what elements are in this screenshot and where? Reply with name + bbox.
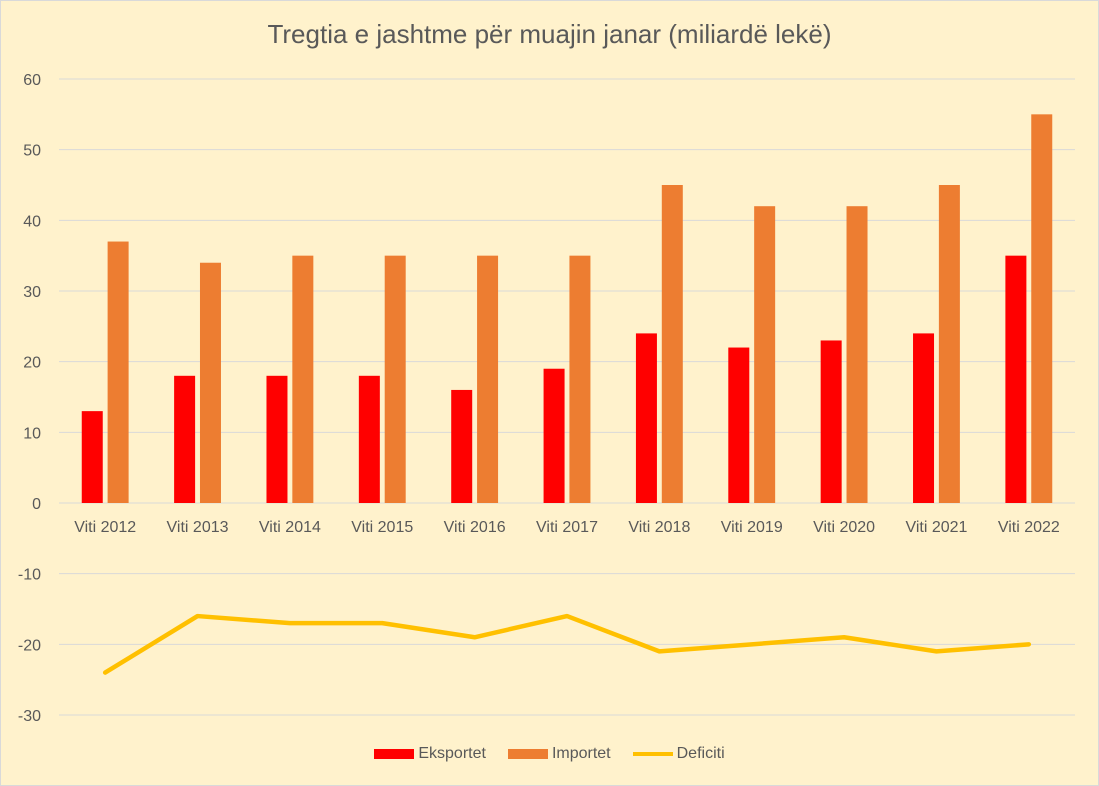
bar-importet xyxy=(569,255,591,503)
y-tick-label: -20 xyxy=(18,637,41,654)
legend-swatch xyxy=(374,749,415,759)
bar-eksportet xyxy=(543,368,565,503)
legend-swatch xyxy=(632,752,673,756)
bar-importet xyxy=(107,241,129,504)
bar-importet xyxy=(754,206,776,503)
bar-eksportet xyxy=(358,375,380,503)
x-tick-label: Viti 2016 xyxy=(444,519,506,536)
y-tick-label: 60 xyxy=(23,72,41,89)
y-tick-label: 30 xyxy=(23,284,41,301)
bar-importet xyxy=(661,185,683,503)
bar-importet xyxy=(477,255,499,503)
legend-item-importet: Importet xyxy=(507,745,611,763)
legend-label: Importet xyxy=(551,745,611,762)
y-tick-label: 20 xyxy=(23,355,41,372)
legend-item-deficiti: Deficiti xyxy=(632,745,725,763)
y-tick-label: -10 xyxy=(18,567,41,584)
x-tick-label: Viti 2019 xyxy=(721,519,783,536)
x-tick-label: Viti 2022 xyxy=(998,519,1060,536)
x-tick-label: Viti 2012 xyxy=(74,519,136,536)
legend: Eksportet Importet Deficiti xyxy=(1,745,1098,763)
x-tick-label: Viti 2017 xyxy=(536,519,598,536)
y-tick-label: -30 xyxy=(18,708,41,725)
bar-eksportet xyxy=(913,333,935,503)
bar-importet xyxy=(846,206,868,503)
y-tick-label: 0 xyxy=(32,496,41,513)
legend-item-eksportet: Eksportet xyxy=(374,745,486,763)
chart-title: Tregtia e jashtme për muajin janar (mili… xyxy=(267,19,832,49)
legend-swatch xyxy=(507,749,548,759)
bar-importet xyxy=(292,255,314,503)
x-tick-label: Viti 2020 xyxy=(813,519,875,536)
bar-eksportet xyxy=(728,347,750,503)
bar-importet xyxy=(384,255,406,503)
bar-eksportet xyxy=(451,389,473,503)
bar-eksportet xyxy=(266,375,288,503)
bar-eksportet xyxy=(820,340,842,503)
bar-eksportet xyxy=(174,375,196,503)
legend-label: Eksportet xyxy=(418,745,486,762)
bar-importet xyxy=(938,185,960,503)
x-tick-label: Viti 2021 xyxy=(905,519,967,536)
legend-label: Deficiti xyxy=(676,745,725,762)
bar-importet xyxy=(1031,114,1053,503)
y-tick-label: 10 xyxy=(23,425,41,442)
bar-eksportet xyxy=(1005,255,1027,503)
bar-importet xyxy=(199,262,221,503)
bar-eksportet xyxy=(81,411,103,503)
y-tick-label: 50 xyxy=(23,143,41,160)
x-tick-label: Viti 2015 xyxy=(351,519,413,536)
bar-eksportet xyxy=(635,333,657,503)
x-tick-label: Viti 2013 xyxy=(167,519,229,536)
x-tick-label: Viti 2018 xyxy=(628,519,690,536)
y-tick-label: 40 xyxy=(23,213,41,230)
x-tick-label: Viti 2014 xyxy=(259,519,321,536)
